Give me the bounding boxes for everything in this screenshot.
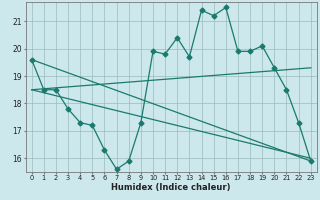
X-axis label: Humidex (Indice chaleur): Humidex (Indice chaleur) [111,183,231,192]
